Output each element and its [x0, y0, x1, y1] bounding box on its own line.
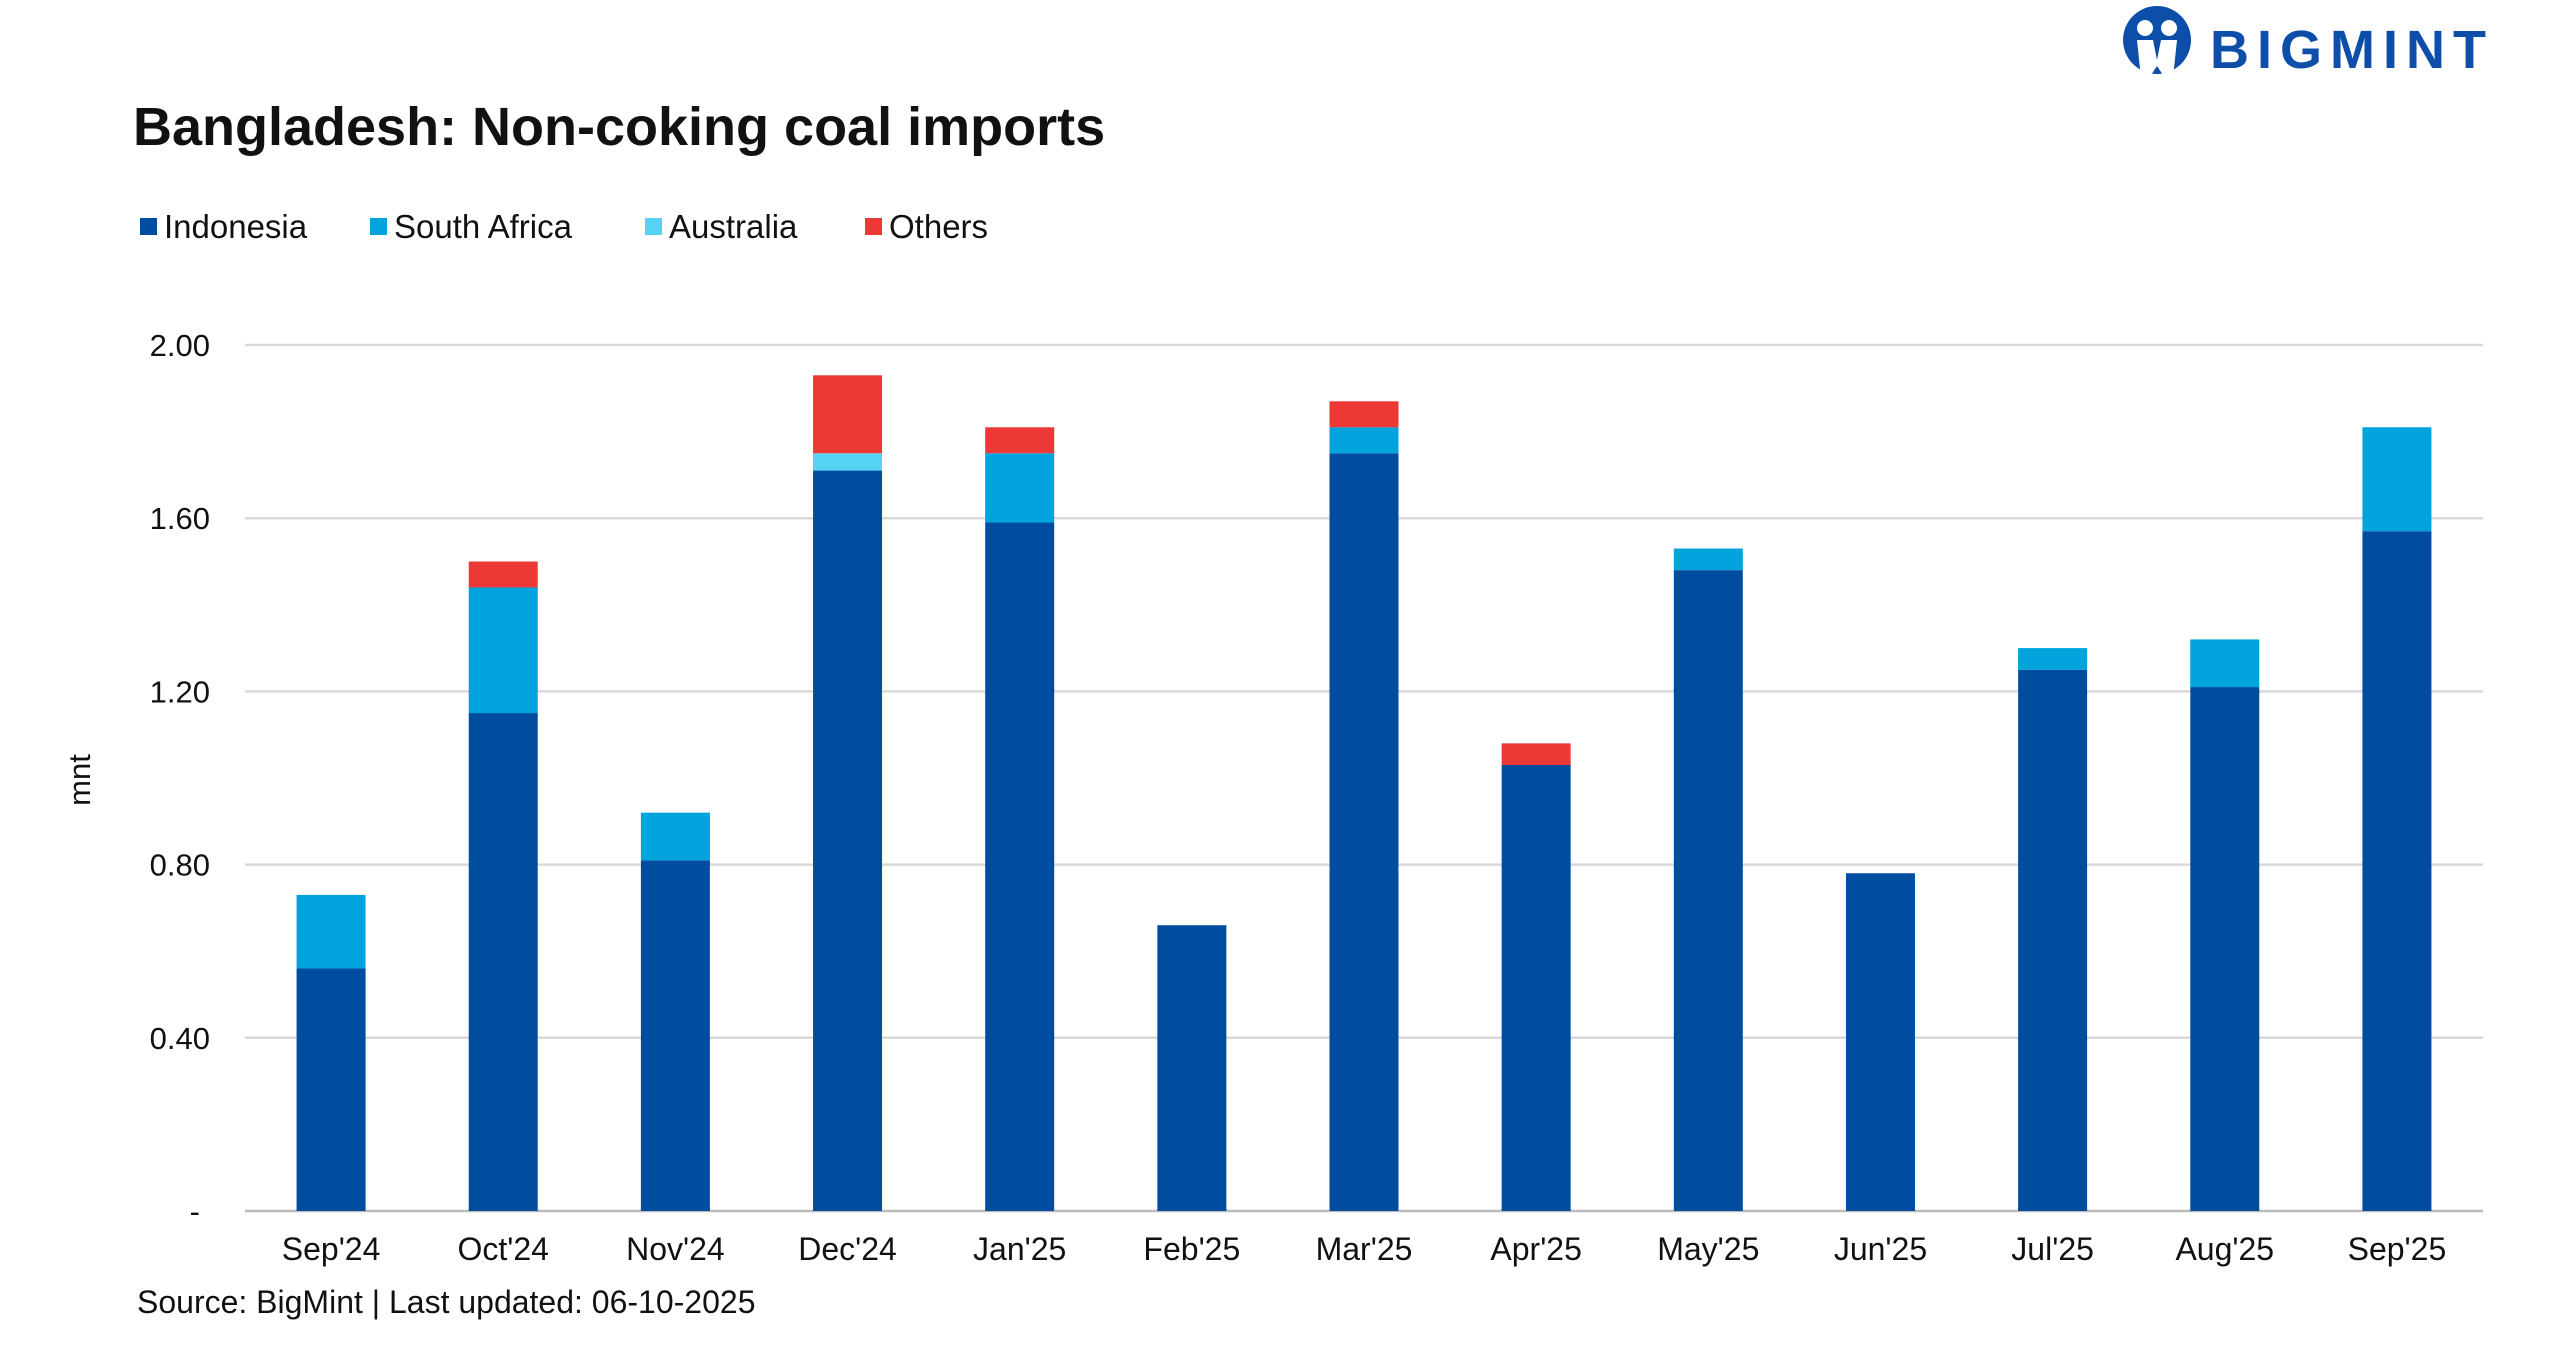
y-tick-label: 1.20	[150, 674, 210, 709]
legend-label: Others	[889, 208, 988, 245]
bar-south-africa	[296, 894, 366, 969]
y-tick-label: -	[190, 1194, 200, 1229]
bar-others	[985, 427, 1055, 454]
legend-swatch	[645, 218, 662, 235]
legend-label: South Africa	[394, 208, 573, 245]
legend-swatch	[370, 218, 387, 235]
x-tick-label: Mar'25	[1316, 1231, 1413, 1267]
bar-indonesia	[2362, 531, 2432, 1211]
x-tick-label: May'25	[1657, 1231, 1759, 1267]
bar-south-africa	[2018, 648, 2088, 670]
bar-indonesia	[1157, 925, 1227, 1211]
bar-indonesia	[2018, 669, 2088, 1211]
y-axis-label: mnt	[62, 754, 97, 806]
x-tick-label: Oct'24	[457, 1231, 548, 1267]
chart-title: Bangladesh: Non-coking coal imports	[133, 97, 1105, 157]
bar-indonesia	[1673, 570, 1743, 1211]
bars	[296, 375, 2432, 1211]
x-tick-label: Jun'25	[1834, 1231, 1927, 1267]
x-tick-label: Jul'25	[2011, 1231, 2094, 1267]
bar-indonesia	[985, 522, 1055, 1211]
bar-indonesia	[1329, 453, 1399, 1211]
bar-others	[813, 375, 883, 454]
bar-australia	[813, 453, 883, 471]
bar-indonesia	[468, 713, 538, 1211]
legend: Indonesia South Africa Australia Others	[140, 208, 988, 245]
bar-south-africa	[468, 587, 538, 714]
bar-indonesia	[1501, 765, 1571, 1211]
bar-south-africa	[1329, 427, 1399, 454]
legend-swatch	[865, 218, 882, 235]
bar-others	[1501, 743, 1571, 766]
bar-south-africa	[985, 453, 1055, 523]
source-note: Source: BigMint | Last updated: 06-10-20…	[137, 1284, 755, 1320]
y-axis-ticks: - 0.40 0.80 1.20 1.60 2.00	[150, 328, 210, 1229]
bar-indonesia	[1845, 873, 1915, 1211]
x-tick-label: Jan'25	[973, 1231, 1066, 1267]
x-tick-label: Feb'25	[1143, 1231, 1240, 1267]
x-tick-label: Nov'24	[626, 1231, 725, 1267]
legend-swatch	[140, 218, 157, 235]
legend-label: Indonesia	[164, 208, 308, 245]
x-tick-label: Sep'24	[282, 1231, 381, 1267]
bar-indonesia	[2190, 687, 2260, 1211]
logo-text: BIGMINT	[2210, 20, 2494, 80]
x-axis-ticks: Sep'24 Oct'24 Nov'24 Dec'24 Jan'25 Feb'25 Mar'…	[282, 1231, 2446, 1267]
x-tick-label: Apr'25	[1490, 1231, 1582, 1267]
y-tick-label: 1.60	[150, 501, 210, 536]
y-tick-label: 0.80	[150, 848, 210, 883]
legend-label: Australia	[669, 208, 798, 245]
bar-others	[468, 561, 538, 588]
bar-indonesia	[813, 470, 883, 1211]
bigmint-logo: BIGMINT	[2123, 6, 2494, 80]
bar-indonesia	[296, 968, 366, 1211]
y-tick-label: 2.00	[150, 328, 210, 363]
y-tick-label: 0.40	[150, 1021, 210, 1056]
x-tick-label: Sep'25	[2348, 1231, 2447, 1267]
bar-south-africa	[2362, 427, 2432, 532]
bar-south-africa	[1673, 548, 1743, 571]
bar-south-africa	[640, 812, 710, 861]
bar-others	[1329, 401, 1399, 428]
x-tick-label: Aug'25	[2175, 1231, 2274, 1267]
x-tick-label: Dec'24	[798, 1231, 897, 1267]
bar-indonesia	[640, 860, 710, 1211]
bar-south-africa	[2190, 639, 2260, 688]
